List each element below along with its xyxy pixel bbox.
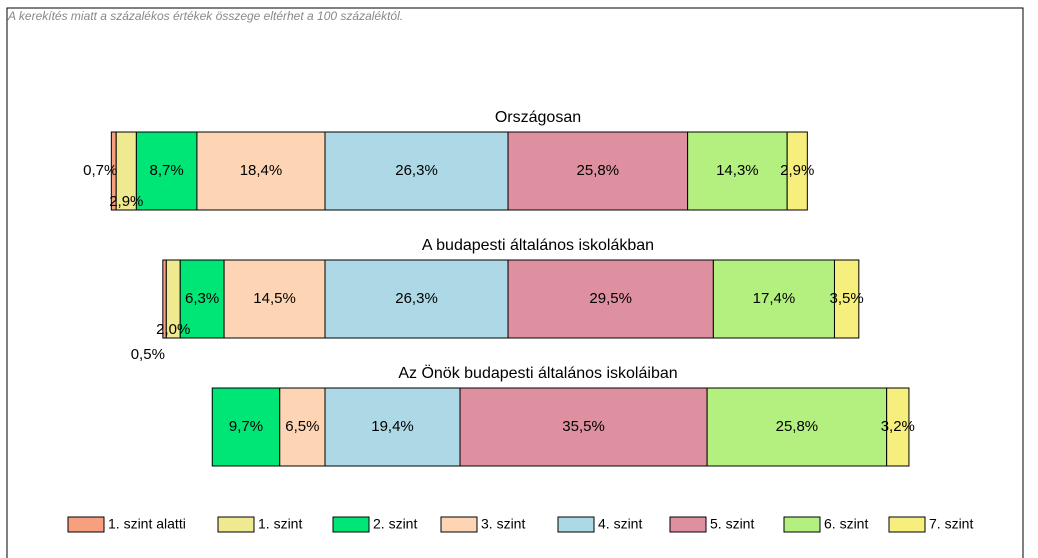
value-label: 17,4% — [753, 290, 796, 307]
legend-label: 1. szint alatti — [108, 516, 186, 532]
value-label: 8,7% — [150, 162, 184, 179]
value-label: 18,4% — [240, 162, 283, 179]
value-label: 35,5% — [562, 418, 605, 435]
legend-swatch — [217, 516, 255, 533]
value-label: 6,5% — [285, 418, 319, 435]
legend-swatch — [783, 516, 821, 533]
value-label: 3,5% — [830, 290, 864, 307]
legend-label: 4. szint — [598, 516, 642, 532]
bar-segment — [786, 131, 808, 211]
legend-label: 2. szint — [373, 516, 417, 532]
bar-segment — [135, 131, 198, 211]
value-label: 3,2% — [881, 418, 915, 435]
legend-swatch — [888, 516, 926, 533]
legend-swatch — [557, 516, 595, 533]
value-label: 0,5% — [131, 346, 165, 363]
bar-segment — [459, 387, 708, 467]
bar-segment — [179, 259, 225, 339]
bar-segment — [507, 131, 689, 211]
bar-segment — [324, 259, 509, 339]
row-title: Országosan — [495, 109, 581, 126]
legend-label: 6. szint — [824, 516, 868, 532]
bar-segment — [687, 131, 788, 211]
legend-label: 3. szint — [481, 516, 525, 532]
row-title: Az Önök budapesti általános iskoláiban — [398, 364, 677, 382]
value-label: 6,3% — [185, 290, 219, 307]
bar-segment — [324, 387, 461, 467]
bar-segment — [706, 387, 888, 467]
legend-swatch — [440, 516, 478, 533]
bar-segment — [886, 387, 910, 467]
bar-segment — [324, 131, 509, 211]
frame — [6, 7, 1024, 558]
value-label: 0,7% — [83, 162, 117, 179]
bar-segment — [712, 259, 835, 339]
row-title: A budapesti általános iskolákban — [422, 237, 654, 254]
value-label: 2,0% — [156, 321, 190, 338]
legend-swatch — [332, 516, 370, 533]
value-label: 2,9% — [109, 193, 143, 210]
value-label: 14,5% — [253, 290, 296, 307]
bar-segment — [211, 387, 281, 467]
value-label: 26,3% — [395, 162, 438, 179]
note: A kerekítés miatt a százalékos értékek ö… — [7, 9, 403, 23]
value-label: 2,9% — [780, 162, 814, 179]
bar-segment — [833, 259, 860, 339]
value-label: 26,3% — [395, 290, 438, 307]
bar-segment — [507, 259, 714, 339]
bar-segment — [223, 259, 326, 339]
value-label: 25,8% — [776, 418, 819, 435]
legend-label: 7. szint — [929, 516, 973, 532]
legend-swatch — [669, 516, 707, 533]
value-label: 9,7% — [229, 418, 263, 435]
value-label: 29,5% — [589, 290, 632, 307]
value-label: 25,8% — [577, 162, 620, 179]
value-label: 19,4% — [371, 418, 414, 435]
legend-label: 1. szint — [258, 516, 302, 532]
legend-swatch — [67, 516, 105, 533]
value-label: 14,3% — [716, 162, 759, 179]
legend-label: 5. szint — [710, 516, 754, 532]
